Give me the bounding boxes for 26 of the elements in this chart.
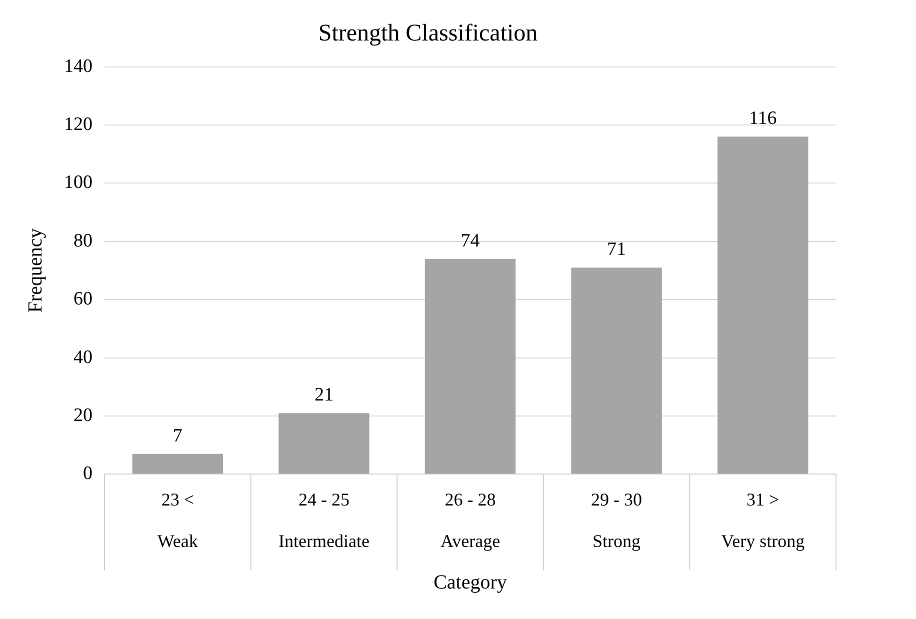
bar	[571, 268, 662, 474]
bar	[278, 413, 370, 474]
data-label: 71	[607, 239, 626, 260]
x-tick-label: 23 < Weak	[157, 490, 198, 552]
x-axis-title: Category	[434, 571, 507, 594]
y-tick-label: 20	[74, 404, 92, 426]
chart-title: Strength Classification	[318, 20, 538, 47]
y-tick-label: 60	[74, 288, 92, 310]
x-tick-label: 29 - 30 Strong	[591, 490, 642, 552]
x-tick-label: 26 - 28 Average	[440, 490, 500, 552]
bar	[717, 136, 808, 474]
bar	[132, 454, 224, 474]
y-tick-label: 40	[74, 346, 92, 368]
x-tick-label: 31 > Very strong	[721, 490, 805, 552]
y-tick-label: 100	[64, 172, 92, 194]
y-tick-label: 80	[74, 230, 92, 252]
bar	[424, 258, 516, 474]
y-tick-label: 0	[83, 463, 92, 484]
y-tick-label: 140	[64, 56, 92, 77]
data-label: 74	[460, 230, 480, 252]
y-tick-label: 120	[64, 114, 92, 135]
y-axis-title: Frequency	[24, 228, 46, 313]
x-tick-label: 24 - 25 Intermediate	[278, 490, 370, 552]
data-label: 7	[172, 425, 182, 446]
data-label: 21	[314, 384, 334, 406]
data-label: 116	[748, 108, 777, 130]
